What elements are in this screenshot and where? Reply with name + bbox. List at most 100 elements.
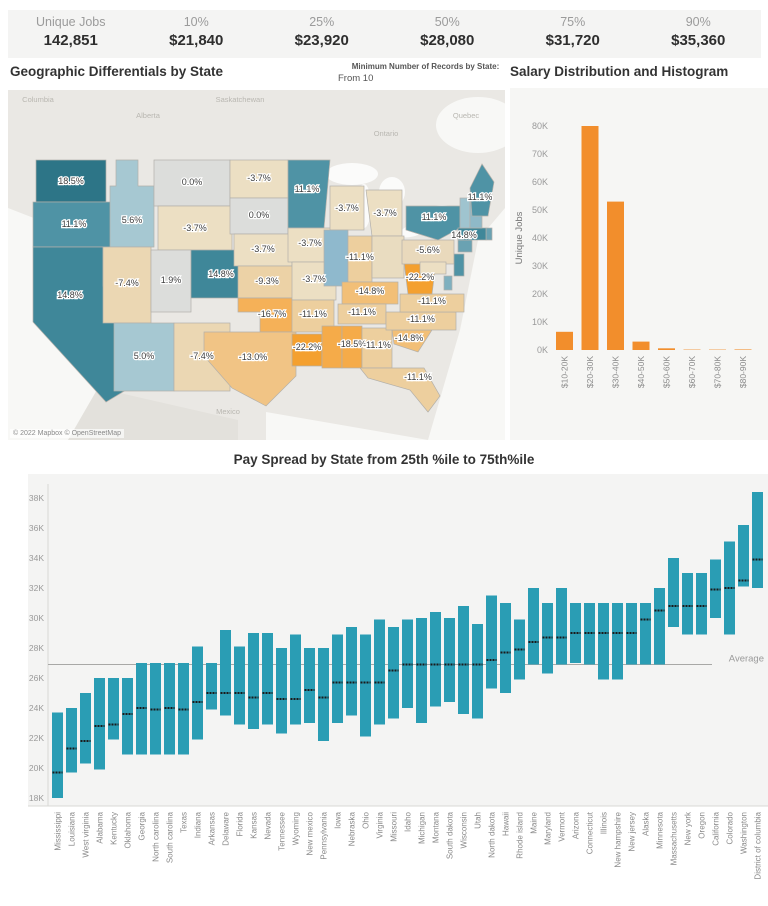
state-ny[interactable] [405,205,461,241]
state-il[interactable] [323,229,349,287]
us-map-svg: Columbia Alberta Saskatchewan Ontario Quebec… [8,90,520,440]
state-ri[interactable] [485,227,493,241]
state-az[interactable] [113,322,175,392]
spread-xtick: Kansas [250,812,259,839]
kpi-value: $28,080 [420,32,475,49]
spread-bar-pennsylvania[interactable] [318,648,329,741]
spread-bar-west-virginia[interactable] [80,693,91,764]
hist-bar-$20-30K[interactable] [581,126,599,350]
spread-bar-florida[interactable] [234,646,245,725]
spread-xtick: North carolina [152,811,161,861]
state-ct[interactable] [457,239,473,253]
kpi-value: $31,720 [545,32,600,49]
spread-bar-wisconsin[interactable] [458,606,469,714]
kpi-value: $23,920 [294,32,349,49]
state-label-mo: -3.7% [302,274,326,284]
state-id[interactable] [109,159,155,248]
spread-xtick: Minnesota [656,811,665,848]
spread-bar-new-mexico[interactable] [304,648,315,723]
spread-bar-alaska[interactable] [640,603,651,665]
hist-bar-$10-20K[interactable] [556,331,573,350]
state-label-or: 11.1% [62,219,87,229]
spread-bar-new-york[interactable] [682,573,693,635]
spread-xtick: Tennessee [278,811,287,850]
spread-bar-tennessee[interactable] [276,648,287,734]
hist-bar-$50-60K[interactable] [658,348,675,350]
spread-xtick: Indiana [194,811,203,838]
spread-xtick: Maryland [544,812,553,845]
state-ut[interactable] [150,249,192,313]
spread-bar-illinois[interactable] [598,603,609,680]
hist-xtick: $50-60K [662,356,672,388]
state-ga[interactable] [361,327,393,369]
spread-bar-washington[interactable] [738,525,749,587]
state-vt[interactable] [459,197,471,229]
hist-xtick: $30-40K [611,356,621,388]
state-nj[interactable] [453,253,465,277]
state-de[interactable] [443,275,453,291]
state-md[interactable] [419,261,447,275]
spread-ytick: 36K [29,523,44,533]
state-nv[interactable] [102,246,152,324]
state-wy[interactable] [157,205,233,251]
records-filter-value[interactable]: From 10 [338,73,374,84]
spread-bar-massachusetts[interactable] [668,558,679,627]
hist-bar-$40-50K[interactable] [632,341,650,350]
spread-bar-kentucky[interactable] [108,678,119,740]
hist-bar-$30-40K[interactable] [607,201,624,350]
spread-bar-maine[interactable] [528,588,539,665]
spread-bar-vermont[interactable] [556,588,567,665]
spread-bar-missouri[interactable] [388,627,399,719]
spread-bar-north-dakota[interactable] [486,595,497,689]
spread-bar-minnesota[interactable] [654,588,665,665]
state-la[interactable] [291,333,323,367]
spread-bar-oklahoma[interactable] [122,678,133,755]
records-filter-label: Minimum Number of Records by State: [351,62,500,71]
spread-bar-montana[interactable] [430,612,441,707]
spread-xtick: New york [684,811,693,845]
hist-xtick: $80-90K [738,356,748,388]
hist-ytick: 40K [532,233,548,243]
state-sd[interactable] [229,197,289,235]
spread-bar-virginia[interactable] [374,619,385,725]
spread-bar-nevada[interactable] [262,633,273,725]
spread-bar-new-hampshire[interactable] [612,603,623,680]
spread-bar-utah[interactable] [472,624,483,719]
hist-bar-$80-90K[interactable] [734,349,752,350]
spread-xtick: Idaho [404,811,413,832]
spread-xtick: Texas [180,812,189,833]
spread-bar-south-dakota[interactable] [444,618,455,702]
spread-bar-michigan[interactable] [416,618,427,723]
spread-bar-mississippi[interactable] [52,712,63,799]
state-mn[interactable] [287,159,331,229]
state-label-me: 11.1% [468,192,493,202]
spread-xtick: Colorado [726,811,735,844]
spread-bar-louisiana[interactable] [66,708,77,773]
state-me[interactable] [469,163,495,217]
state-oh[interactable] [371,235,405,279]
spread-bar-hawaii[interactable] [500,603,511,693]
spread-xtick: Nevada [264,811,273,839]
kpi-label: Unique Jobs [36,15,106,29]
state-nd[interactable] [229,159,289,199]
spread-bar-iowa[interactable] [332,634,343,724]
spread-xtick: District of columbia [754,811,763,879]
spread-bar-nebraska[interactable] [346,627,357,716]
spread-bar-alabama[interactable] [94,678,105,770]
state-ks[interactable] [237,265,297,299]
spread-xtick: Missouri [390,812,399,842]
state-ne[interactable] [233,233,293,267]
state-mt[interactable] [153,159,231,207]
spread-bar-indiana[interactable] [192,646,203,740]
state-fl[interactable] [359,367,441,413]
spread-bar-delaware[interactable] [220,630,231,716]
spread-bar-oregon[interactable] [696,573,707,635]
spread-bar-district-of-columbia[interactable] [752,492,763,588]
kpi-label: 90% [685,15,711,29]
spread-bar-arkansas[interactable] [206,663,217,710]
spread-bar-wyoming[interactable] [290,634,301,725]
spread-bar-ohio[interactable] [360,634,371,737]
spread-bar-kansas[interactable] [248,633,259,729]
spread-chart: 18K 20K 22K 24K 26K 28K 30K 32K 34K 36K 38K Average… [0,474,768,906]
